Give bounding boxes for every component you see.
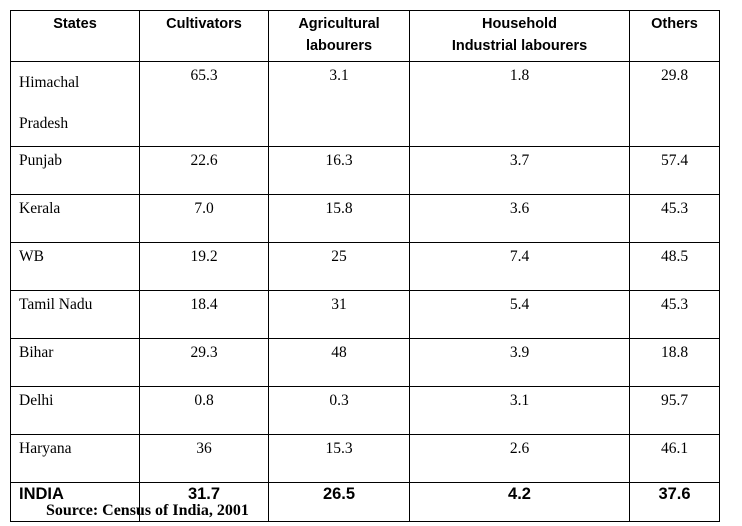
header-agricultural-line2: labourers	[305, 38, 373, 54]
agricultural-cell: 0.3	[268, 386, 410, 435]
state-cell: Bihar	[10, 338, 140, 387]
total-others-cell: 37.6	[629, 482, 720, 522]
agricultural-cell: 3.1	[268, 61, 410, 147]
cultivators-cell: 22.6	[139, 146, 269, 195]
others-cell: 57.4	[629, 146, 720, 195]
household-cell: 2.6	[409, 434, 630, 483]
state-name-line2: Pradesh	[19, 115, 69, 132]
header-states-label: States	[53, 16, 97, 32]
state-cell: Kerala	[10, 194, 140, 243]
table-row-punjab: Punjab 22.6 16.3 3.7 57.4	[10, 146, 720, 195]
state-cell: Punjab	[10, 146, 140, 195]
table-row-himachal-pradesh: Himachal Pradesh 65.3 3.1 1.8 29.8	[10, 61, 720, 147]
total-household-cell: 4.2	[409, 482, 630, 522]
total-cultivators-cell: 31.7	[139, 482, 269, 522]
header-agricultural-line1: Agricultural	[298, 16, 380, 32]
cultivators-cell: 18.4	[139, 290, 269, 339]
agricultural-cell: 15.8	[268, 194, 410, 243]
header-states: States	[10, 10, 140, 62]
header-others-label: Others	[651, 16, 698, 32]
table-row-bihar: Bihar 29.3 48 3.9 18.8	[10, 338, 720, 387]
header-household-line2: Industrial labourers	[451, 38, 588, 54]
total-state-cell: INDIA	[10, 482, 140, 522]
others-cell: 45.3	[629, 290, 720, 339]
others-cell: 46.1	[629, 434, 720, 483]
household-cell: 3.6	[409, 194, 630, 243]
header-row: States Cultivators Agricultural labourer…	[10, 10, 720, 62]
household-cell: 7.4	[409, 242, 630, 291]
household-cell: 3.9	[409, 338, 630, 387]
others-cell: 45.3	[629, 194, 720, 243]
others-cell: 18.8	[629, 338, 720, 387]
others-cell: 29.8	[629, 61, 720, 147]
table-row-india-total: INDIA 31.7 26.5 4.2 37.6	[10, 482, 720, 522]
state-cell: Delhi	[10, 386, 140, 435]
header-agricultural-labourers: Agricultural labourers	[268, 10, 410, 62]
total-agricultural-cell: 26.5	[268, 482, 410, 522]
cultivators-cell: 19.2	[139, 242, 269, 291]
source-note: Source: Census of India, 2001	[46, 502, 249, 519]
others-cell: 95.7	[629, 386, 720, 435]
table-row-kerala: Kerala 7.0 15.8 3.6 45.3	[10, 194, 720, 243]
household-cell: 5.4	[409, 290, 630, 339]
household-cell: 3.1	[409, 386, 630, 435]
cultivators-cell: 36	[139, 434, 269, 483]
cultivators-cell: 65.3	[139, 61, 269, 147]
state-name-line1: Himachal	[19, 74, 80, 91]
table-row-wb: WB 19.2 25 7.4 48.5	[10, 242, 720, 291]
table-row-delhi: Delhi 0.8 0.3 3.1 95.7	[10, 386, 720, 435]
agricultural-cell: 31	[268, 290, 410, 339]
cultivators-cell: 7.0	[139, 194, 269, 243]
agricultural-cell: 16.3	[268, 146, 410, 195]
household-cell: 3.7	[409, 146, 630, 195]
header-cultivators-label: Cultivators	[166, 16, 242, 32]
header-cultivators: Cultivators	[139, 10, 269, 62]
state-cell: Haryana	[10, 434, 140, 483]
others-cell: 48.5	[629, 242, 720, 291]
header-others: Others	[629, 10, 720, 62]
agricultural-cell: 15.3	[268, 434, 410, 483]
table-row-tamil-nadu: Tamil Nadu 18.4 31 5.4 45.3	[10, 290, 720, 339]
table-row-haryana: Haryana 36 15.3 2.6 46.1	[10, 434, 720, 483]
state-cell: WB	[10, 242, 140, 291]
header-household-industrial-labourers: Household Industrial labourers	[409, 10, 630, 62]
census-workers-table: States Cultivators Agricultural labourer…	[10, 10, 720, 522]
household-cell: 1.8	[409, 61, 630, 147]
header-household-line1: Household	[482, 16, 557, 32]
agricultural-cell: 48	[268, 338, 410, 387]
cultivators-cell: 29.3	[139, 338, 269, 387]
state-cell: Himachal Pradesh	[10, 61, 140, 147]
state-cell: Tamil Nadu	[10, 290, 140, 339]
cultivators-cell: 0.8	[139, 386, 269, 435]
agricultural-cell: 25	[268, 242, 410, 291]
